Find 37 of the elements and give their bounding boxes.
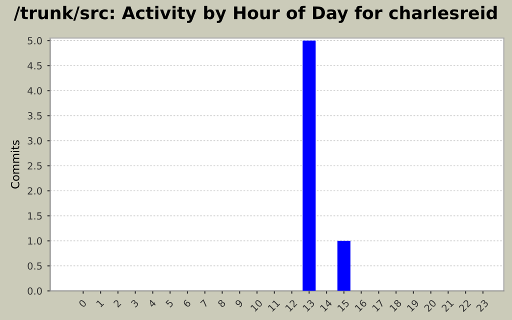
y-tick-label: 5.0 [28, 37, 42, 44]
y-axis-title: Commits [10, 140, 20, 189]
x-tick-label: 5 [165, 299, 174, 308]
x-tick-label: 14 [320, 299, 332, 312]
x-tick-label: 7 [200, 299, 208, 308]
x-tick-label: 17 [372, 299, 384, 312]
x-tick-label: 15 [337, 299, 350, 312]
x-tick-label: 23 [476, 299, 489, 312]
y-tick-label: 1.5 [28, 212, 42, 220]
x-tick-label: 4 [148, 299, 156, 308]
y-tick-label: 0.5 [28, 262, 42, 270]
y-tick-label: 3.0 [28, 137, 42, 145]
y-tick-label: 2.5 [28, 162, 42, 170]
x-tick-label: 13 [302, 299, 315, 312]
y-tick-label: 1.0 [28, 237, 42, 245]
y-tick-label: 4.5 [28, 62, 42, 70]
x-tick-label: 11 [268, 299, 280, 312]
chart-title: /trunk/src: Activity by Hour of Day for charlesreid [14, 6, 497, 23]
x-tick-label: 19 [406, 299, 420, 312]
x-tick-label: 3 [130, 299, 139, 308]
y-tick-label: 0.0 [28, 287, 42, 295]
y-tick-label: 3.5 [28, 112, 42, 120]
x-tick-label: 8 [217, 299, 226, 308]
y-tick-label: 2.0 [28, 187, 42, 195]
x-tick-label: 18 [389, 299, 402, 312]
x-tick-label: 16 [354, 299, 368, 312]
x-tick-label: 21 [441, 299, 454, 312]
x-tick-label: 1 [96, 299, 104, 308]
x-tick-label: 9 [234, 299, 244, 308]
y-tick-label: 4.0 [28, 87, 42, 94]
x-tick-label: 6 [182, 299, 192, 308]
x-tick-label: 12 [284, 299, 298, 312]
x-tick-label: 2 [113, 299, 122, 308]
x-tick-label: 0 [78, 299, 87, 308]
x-tick-label: 10 [250, 299, 263, 312]
x-tick-label: 22 [458, 299, 472, 312]
x-tick-label: 20 [424, 299, 437, 312]
